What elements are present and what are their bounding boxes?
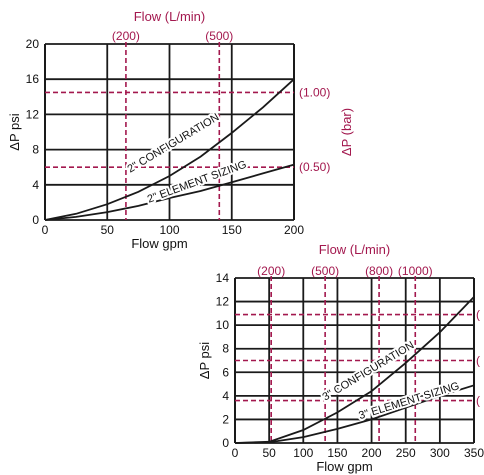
x-tick-label: 150 xyxy=(327,446,347,460)
series-line-1 xyxy=(234,296,475,444)
series-line-1 xyxy=(44,78,295,221)
x-tick-label: 200 xyxy=(284,223,304,237)
right-tick-label: ( xyxy=(476,308,480,322)
right-tick-label: (0.50) xyxy=(299,160,330,174)
y-tick-label: 8 xyxy=(222,342,229,356)
y-tick-label: 12 xyxy=(26,107,40,121)
x-tick-label: 50 xyxy=(101,223,115,237)
right-axis-title: ΔP (bar) xyxy=(339,108,354,156)
y-tick-label: 12 xyxy=(216,295,230,309)
y-tick-label: 10 xyxy=(216,318,230,332)
y-tick-label: 8 xyxy=(32,143,39,157)
top-tick-label: (200) xyxy=(112,29,140,43)
y-axis-title: ΔP psi xyxy=(7,113,22,150)
x-tick-label: 250 xyxy=(396,446,416,460)
top-tick-label: (1000) xyxy=(398,264,433,278)
x-tick-label: 300 xyxy=(430,446,450,460)
top-tick-label: (200) xyxy=(257,264,285,278)
x-tick-label: 100 xyxy=(159,223,179,237)
x-tick-label: 50 xyxy=(262,446,276,460)
right-tick-label: ( xyxy=(476,354,480,368)
series-line-2 xyxy=(234,384,475,444)
y-tick-label: 0 xyxy=(32,213,39,227)
y-tick-label: 0 xyxy=(222,436,229,450)
chart-1: (200) (500) (1.00) (0.50) 0 50 100 150 200 0 4 8 12 1… xyxy=(7,9,354,251)
x-tick-label: 350 xyxy=(464,446,484,460)
x-axis-title: Flow gpm xyxy=(316,459,372,474)
right-tick-label: (1.00) xyxy=(299,85,330,99)
x-tick-label: 0 xyxy=(42,223,49,237)
y-tick-label: 16 xyxy=(26,72,40,86)
top-tick-label: (500) xyxy=(311,264,339,278)
top-tick-label: (800) xyxy=(365,264,393,278)
y-axis-title: ΔP psi xyxy=(197,342,212,379)
y-tick-label: 4 xyxy=(32,178,39,192)
y-tick-label: 20 xyxy=(26,37,40,51)
right-tick-label: ( xyxy=(476,394,480,408)
x-tick-label: 0 xyxy=(232,446,239,460)
x-axis-title: Flow gpm xyxy=(131,236,187,251)
y-tick-label: 6 xyxy=(222,365,229,379)
series-line-2 xyxy=(44,163,295,221)
x-tick-label: 100 xyxy=(293,446,313,460)
x-tick-label: 200 xyxy=(362,446,382,460)
y-tick-label: 14 xyxy=(216,271,230,285)
x-tick-label: 150 xyxy=(222,223,242,237)
series-label: 2" CONFIGURATION xyxy=(126,111,222,175)
top-axis-title: Flow (L/min) xyxy=(134,9,206,24)
top-axis-title: Flow (L/min) xyxy=(319,242,391,257)
top-tick-label: (500) xyxy=(205,29,233,43)
y-tick-label: 2 xyxy=(222,412,229,426)
y-tick-label: 4 xyxy=(222,389,229,403)
chart-2: (200) (500) (800) (1000)(((0 50 100 150 200 250 3… xyxy=(197,242,484,474)
